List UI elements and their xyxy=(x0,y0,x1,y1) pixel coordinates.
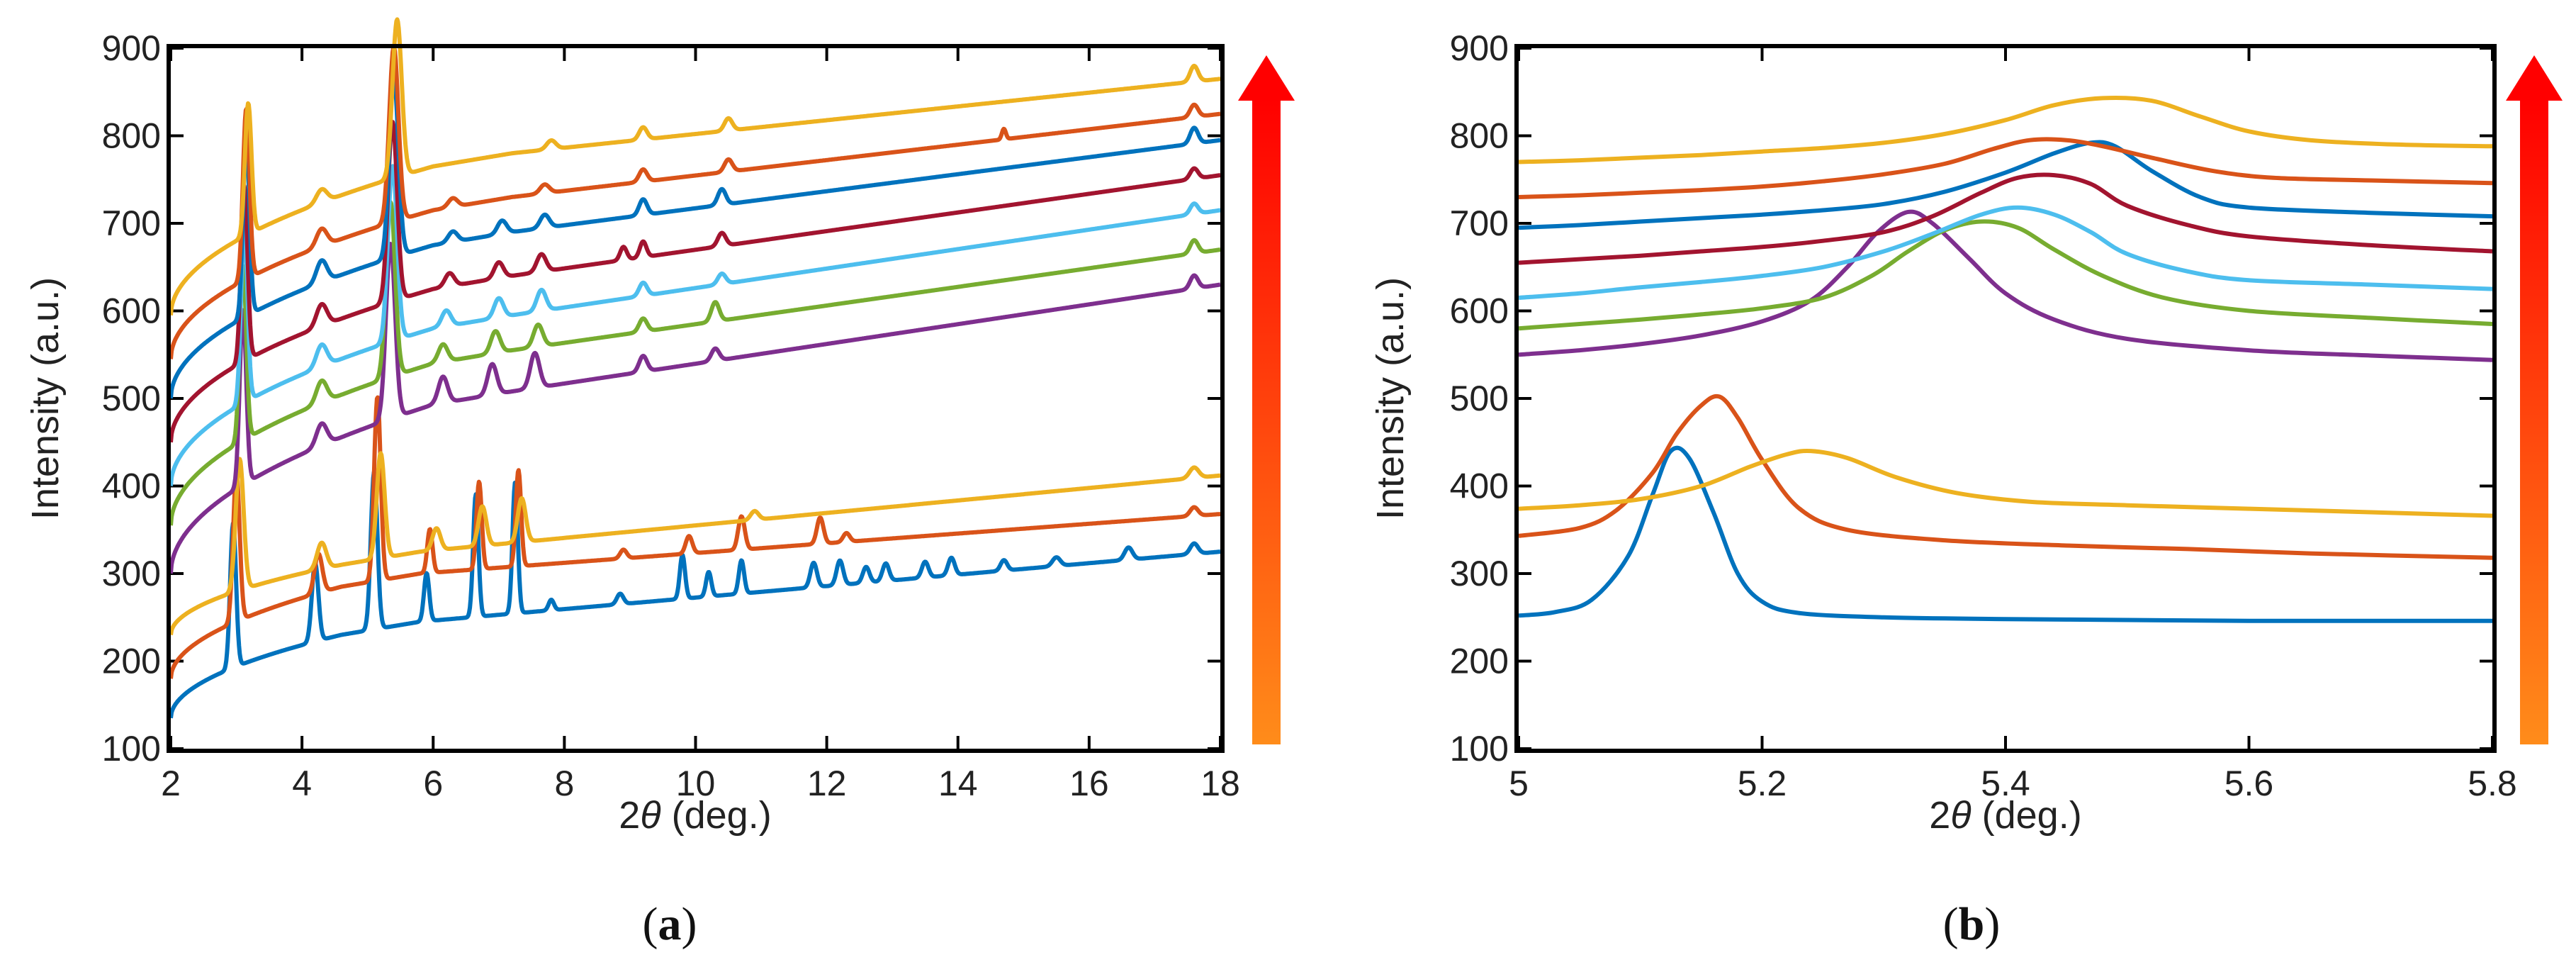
panel-b-ytick-label: 600 xyxy=(1450,291,1509,331)
panel-b-xtick-label: 5.4 xyxy=(1981,764,2030,803)
panel-b-series-lower-yellow xyxy=(1518,448,2493,518)
panel-a-xtick-label: 18 xyxy=(1200,764,1240,803)
panel-a-label: (a) xyxy=(643,898,697,950)
panel-b: 5 5.2 5.4 5.6 5.8 100 200 300 400 500 600 700 800 900… xyxy=(1369,28,2563,950)
panel-a-ytick-label: 900 xyxy=(102,28,161,68)
panel-b-xtick-label: 5.6 xyxy=(2225,764,2274,803)
panel-a-tick-labels: 2 4 6 8 10 12 14 16 18 100 200 300 400 500 600 700 800 90… xyxy=(102,28,1240,803)
panel-a-xtick-label: 16 xyxy=(1069,764,1109,803)
panel-a-ylabel: Intensity (a.u.) xyxy=(24,277,67,520)
panel-b-xtick-label: 5 xyxy=(1509,764,1529,803)
panel-a-series-upper-blue xyxy=(169,76,1222,399)
panel-b-ylabel: Intensity (a.u.) xyxy=(1369,277,1412,520)
panel-a-xtick-label: 12 xyxy=(807,764,847,803)
panel-a-frame xyxy=(167,44,1225,753)
panel-a-xtick-label: 4 xyxy=(292,764,312,803)
panel-a-xtick-label: 14 xyxy=(938,764,978,803)
panel-a-ytick-label: 200 xyxy=(102,642,161,681)
panel-b-ytick-label: 900 xyxy=(1450,28,1509,68)
panel-b-xlabel: 2θ (deg.) xyxy=(1929,794,2081,837)
panel-b-frame xyxy=(1514,44,2497,753)
panel-b-ytick-label: 200 xyxy=(1450,642,1509,681)
panel-b-ytick-label: 500 xyxy=(1450,379,1509,418)
panel-b-ytick-label: 300 xyxy=(1450,554,1509,593)
panel-a-series-lower-orange xyxy=(169,395,1222,679)
panel-a-xtick-label: 10 xyxy=(676,764,716,803)
panel-a-ytick-label: 700 xyxy=(102,203,161,243)
panel-a-ytick-label: 400 xyxy=(102,467,161,506)
panel-b-gradient-arrow xyxy=(2506,55,2563,744)
panel-a-ticks xyxy=(169,47,1222,750)
panel-b-series xyxy=(1518,95,2493,623)
panel-b-series-upper-green xyxy=(1518,219,2493,331)
panel-b-ytick-label: 100 xyxy=(1450,729,1509,769)
panel-a-xtick-label: 6 xyxy=(423,764,443,803)
panel-a: 2 4 6 8 10 12 14 16 18 100 200 300 400 500 600 700 800 90… xyxy=(24,17,1295,950)
panel-b-series-upper-cyan xyxy=(1518,205,2493,300)
panel-b-label: (b) xyxy=(1943,898,2001,950)
panel-b-xtick-label: 5.2 xyxy=(1738,764,1787,803)
panel-a-xtick-label: 2 xyxy=(161,764,181,803)
panel-b-series-upper-purple xyxy=(1518,209,2493,362)
panel-a-series-upper-cyan xyxy=(169,164,1222,486)
panel-a-gradient-arrow xyxy=(1238,55,1295,744)
panel-b-xtick-label: 5.8 xyxy=(2468,764,2517,803)
panel-a-series-upper-purple xyxy=(169,242,1222,574)
panel-a-ytick-label: 500 xyxy=(102,379,161,418)
panel-b-series-upper-orange xyxy=(1518,137,2493,199)
panel-b-ytick-label: 800 xyxy=(1450,116,1509,156)
panel-b-tick-labels: 5 5.2 5.4 5.6 5.8 100 200 300 400 500 600 700 800 900 xyxy=(1450,28,2517,803)
panel-b-series-upper-yellow xyxy=(1518,95,2493,164)
panel-a-series-lower-yellow xyxy=(169,451,1222,635)
panel-a-ytick-label: 100 xyxy=(102,729,161,769)
panel-a-ytick-label: 800 xyxy=(102,116,161,156)
panel-b-series-upper-blue xyxy=(1518,140,2493,230)
panel-a-series-upper-red xyxy=(169,120,1222,443)
panel-a-series-upper-green xyxy=(169,200,1222,526)
panel-a-xlabel: 2θ (deg.) xyxy=(619,794,771,837)
panel-a-xtick-label: 8 xyxy=(554,764,574,803)
panel-a-series xyxy=(169,17,1222,719)
panel-a-series-upper-yellow xyxy=(169,17,1222,315)
panel-b-ytick-label: 400 xyxy=(1450,467,1509,506)
panel-a-series-lower-blue xyxy=(169,469,1222,719)
panel-b-ticks xyxy=(1517,47,2494,750)
panel-a-ytick-label: 300 xyxy=(102,554,161,593)
panel-a-ytick-label: 600 xyxy=(102,291,161,331)
panel-b-ytick-label: 700 xyxy=(1450,203,1509,243)
panel-b-series-upper-red xyxy=(1518,172,2493,265)
panel-b-series-lower-blue xyxy=(1518,445,2492,623)
panel-a-series-upper-orange xyxy=(169,45,1222,359)
panel-b-series-lower-orange xyxy=(1518,393,2493,560)
